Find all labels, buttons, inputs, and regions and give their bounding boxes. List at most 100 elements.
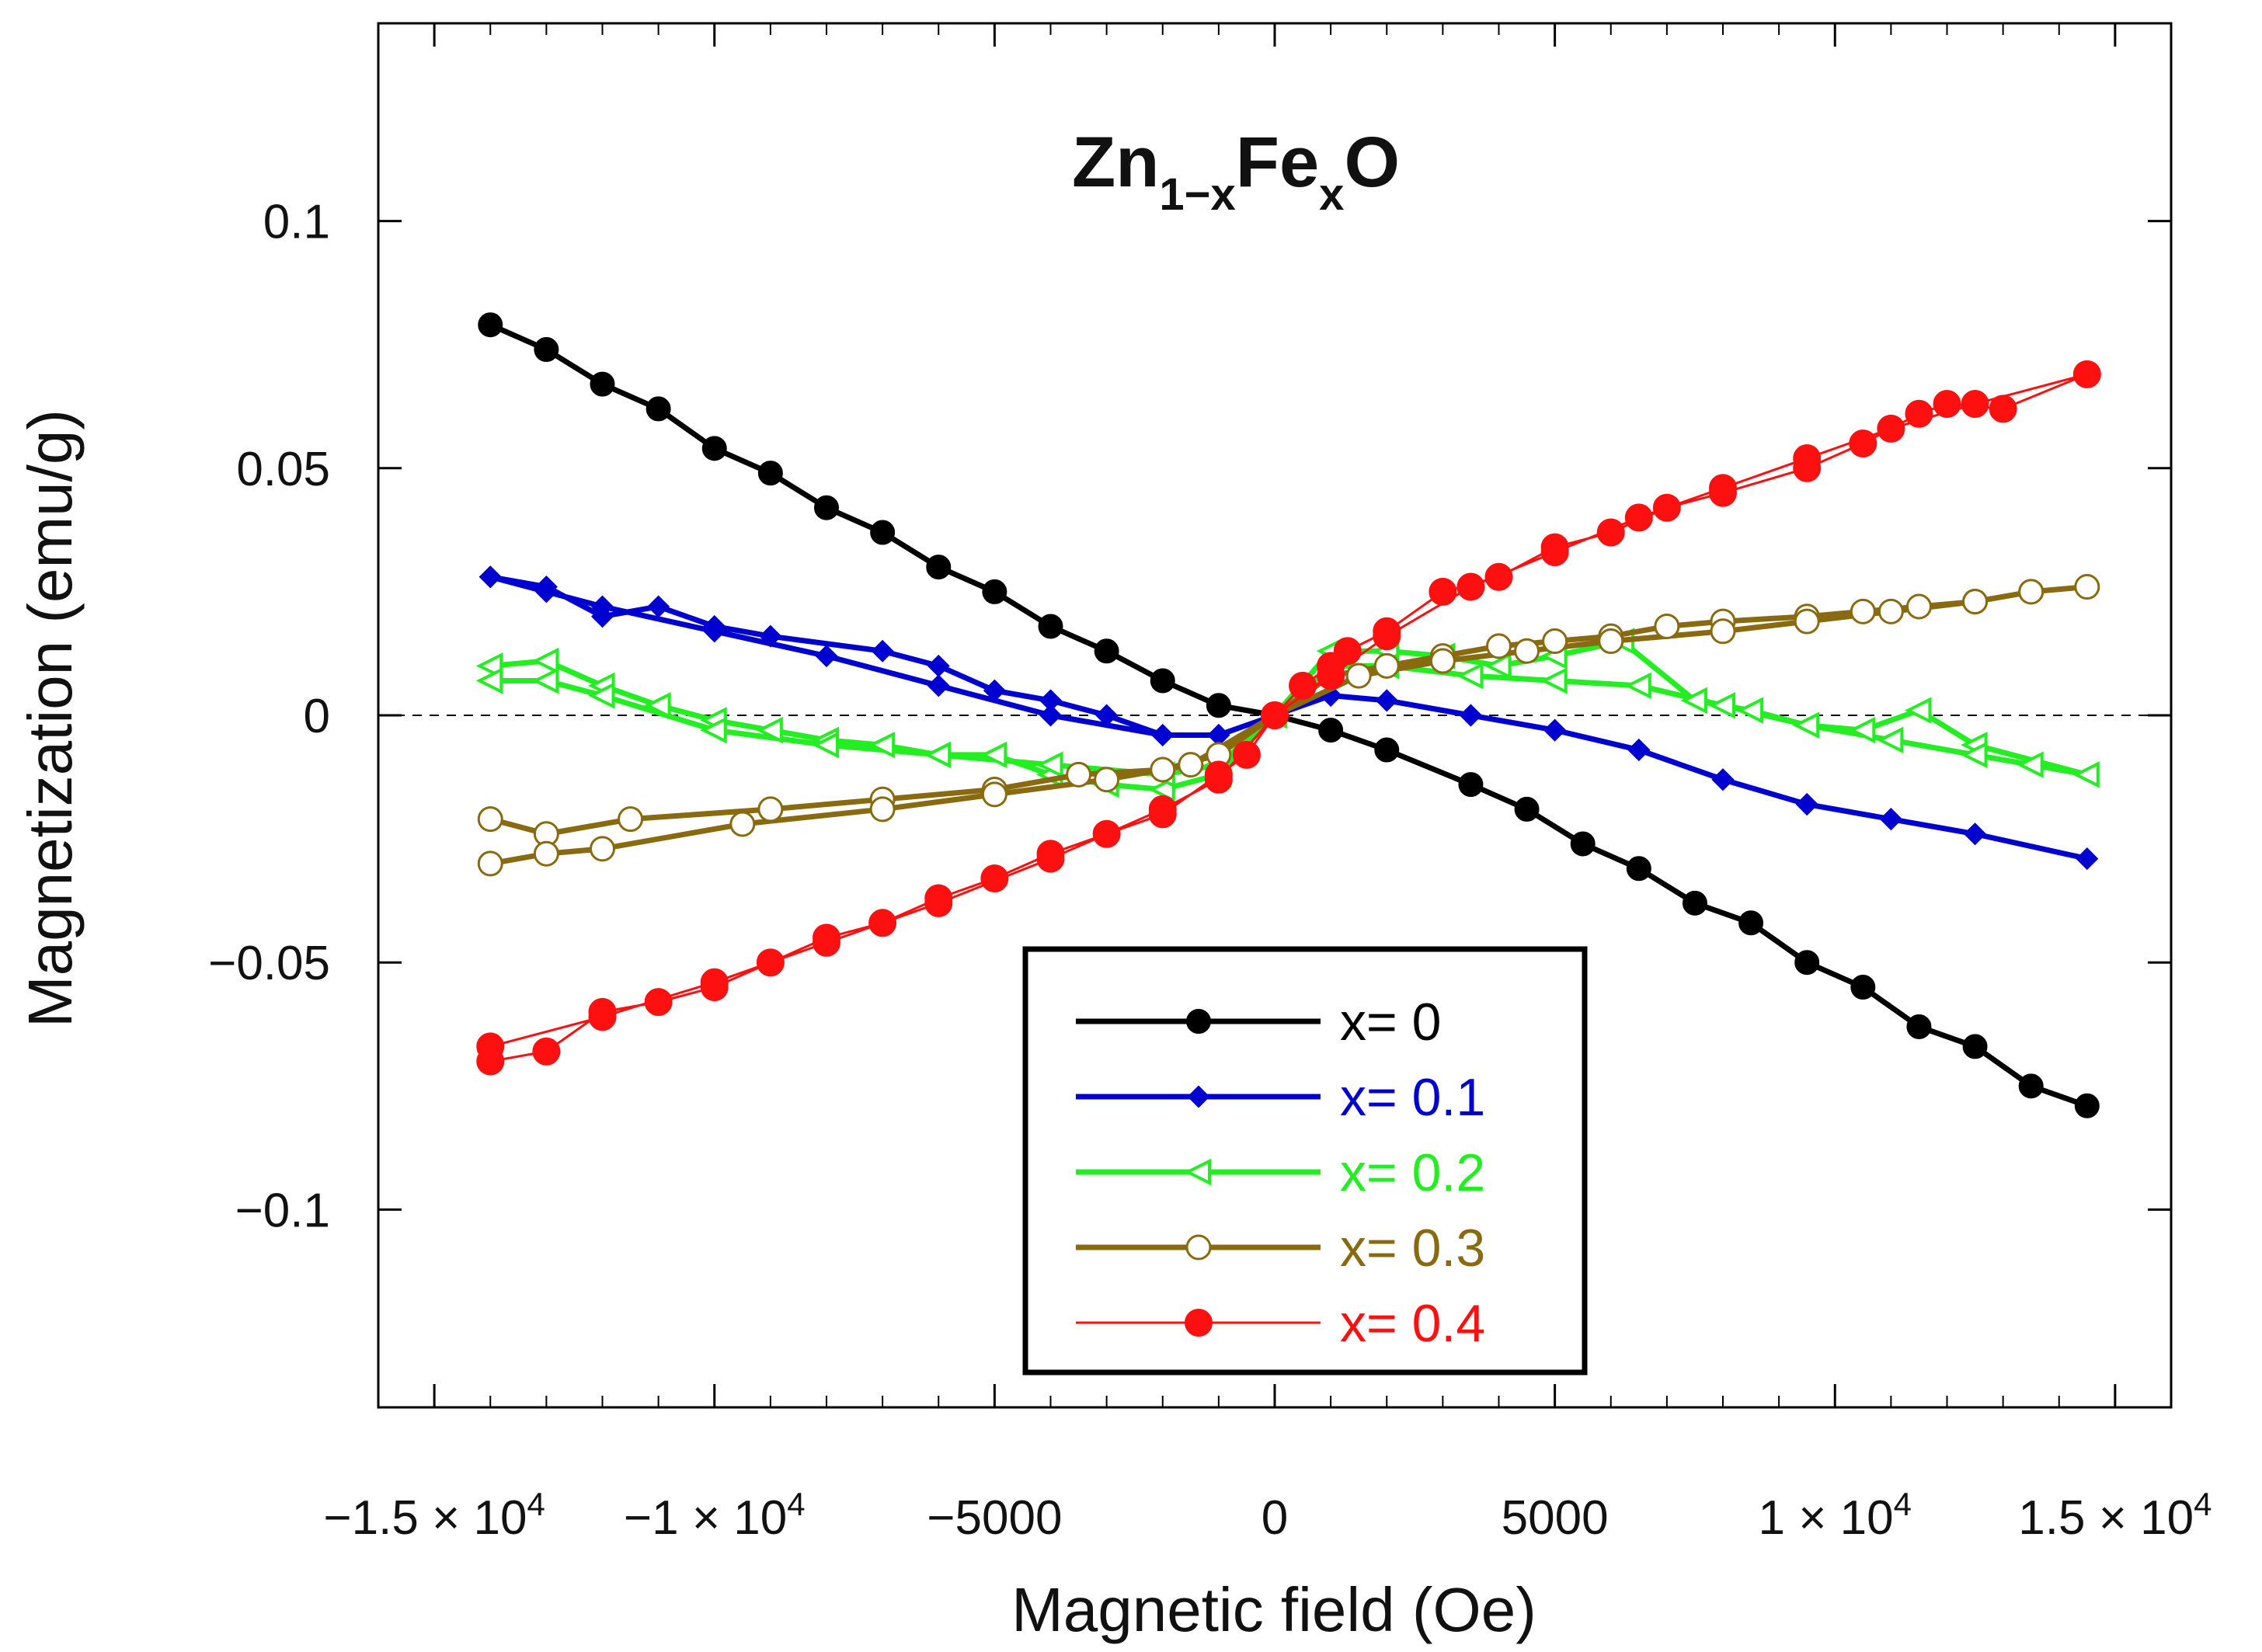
data-point xyxy=(1094,638,1119,664)
data-point xyxy=(1429,648,1456,674)
data-point xyxy=(1879,808,1902,831)
legend-item-3: x= 0.3 xyxy=(1076,1219,1485,1278)
data-point xyxy=(980,864,1009,893)
data-point xyxy=(757,461,783,486)
data-point xyxy=(475,667,503,694)
data-point xyxy=(1961,741,1988,769)
data-point xyxy=(927,654,950,677)
data-point xyxy=(2017,751,2044,778)
data-point xyxy=(1680,687,1707,715)
y-axis-label: Magnetization (emu/g) xyxy=(16,409,85,1028)
data-point xyxy=(1289,671,1317,700)
data-point xyxy=(813,928,840,957)
data-point xyxy=(1456,662,1484,690)
data-point xyxy=(1905,593,1932,620)
data-point xyxy=(1036,844,1065,873)
legend-marker xyxy=(1187,1085,1210,1108)
data-point xyxy=(869,796,896,823)
x-tick-label: 1 × 104 xyxy=(1759,1486,1912,1545)
data-point xyxy=(533,840,559,867)
chart-title: Zn1−xFexO xyxy=(1072,123,1400,220)
data-point xyxy=(1933,390,1961,419)
data-point xyxy=(1850,975,1876,1000)
data-point xyxy=(729,811,756,837)
title-base: Zn xyxy=(1072,123,1159,202)
data-point xyxy=(477,806,503,833)
data-point xyxy=(1540,537,1569,566)
data-point xyxy=(1178,752,1204,778)
series-1 xyxy=(478,565,2099,871)
data-point xyxy=(1570,831,1596,857)
data-point xyxy=(812,731,839,759)
y-tick-label: 0 xyxy=(304,690,330,743)
data-point xyxy=(700,716,727,744)
data-point xyxy=(534,580,558,603)
data-point xyxy=(1150,756,1176,783)
data-point xyxy=(1486,633,1512,659)
data-point xyxy=(1596,518,1625,547)
data-point xyxy=(1624,503,1653,532)
data-point xyxy=(1374,737,1400,763)
title-sub-1: 1−x xyxy=(1159,169,1235,220)
legend-item-4: x= 0.4 xyxy=(1076,1294,1485,1353)
data-point xyxy=(590,371,615,397)
data-point xyxy=(1795,793,1818,816)
data-point xyxy=(982,579,1007,604)
x-tick-label: 1.5 × 104 xyxy=(2018,1486,2212,1545)
data-point xyxy=(1036,751,1063,778)
data-point xyxy=(1708,692,1735,719)
data-point xyxy=(926,555,952,580)
data-point xyxy=(1877,414,1905,443)
data-point xyxy=(1373,652,1400,679)
data-point xyxy=(1333,637,1362,666)
legend-label: x= 0.3 xyxy=(1340,1219,1485,1278)
legend-marker xyxy=(1186,1009,1211,1034)
data-point xyxy=(1711,768,1735,791)
data-point xyxy=(1039,704,1063,727)
series-4 xyxy=(476,360,2101,1076)
data-point xyxy=(815,645,838,668)
data-point xyxy=(532,1037,561,1066)
data-point xyxy=(1627,739,1651,762)
data-point xyxy=(1877,598,1904,624)
data-point xyxy=(2072,761,2100,788)
data-point xyxy=(588,682,615,709)
data-point xyxy=(534,337,559,363)
title-sub-2: x xyxy=(1319,169,1344,220)
data-point xyxy=(983,679,1006,702)
data-point xyxy=(1345,663,1372,689)
data-point xyxy=(590,836,615,862)
data-point xyxy=(1794,950,1820,976)
data-point xyxy=(1318,718,1344,743)
data-point xyxy=(756,716,783,744)
data-point xyxy=(531,647,559,675)
data-point xyxy=(759,624,782,648)
legend-label: x= 0.1 xyxy=(1340,1068,1485,1127)
legend-marker xyxy=(1185,1309,1213,1337)
data-point xyxy=(1736,697,1764,724)
data-point xyxy=(1459,704,1482,727)
data-point xyxy=(1542,628,1568,655)
data-point xyxy=(1458,772,1484,798)
title-mid: Fe xyxy=(1236,123,1319,202)
data-point xyxy=(1204,765,1233,794)
legend-marker xyxy=(1184,1158,1211,1186)
data-point xyxy=(868,731,896,759)
plot-area xyxy=(378,312,2171,1118)
data-point xyxy=(1904,697,1932,724)
data-point xyxy=(1792,711,1820,739)
y-tick-label: 0.1 xyxy=(263,196,330,249)
x-tick-label: −1 × 104 xyxy=(624,1486,806,1545)
data-point xyxy=(1709,474,1737,503)
x-tick-label: 5000 xyxy=(1502,1491,1609,1545)
data-point xyxy=(700,968,729,996)
data-point xyxy=(703,620,726,643)
data-point xyxy=(1514,796,1540,822)
data-point xyxy=(980,741,1007,769)
data-point xyxy=(870,520,896,545)
data-point xyxy=(924,741,952,769)
legend: x= 0 x= 0.1 x= 0.2 x= 0.3 x= 0.4 xyxy=(1022,946,1588,1376)
data-point xyxy=(1484,652,1512,680)
data-point xyxy=(924,889,953,917)
x-axis-label: Magnetic field (Oe) xyxy=(1011,1575,1536,1644)
